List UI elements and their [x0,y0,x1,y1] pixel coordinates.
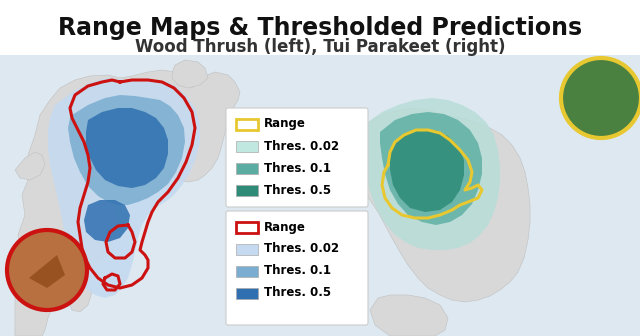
Text: Thres. 0.1: Thres. 0.1 [264,264,331,278]
Polygon shape [390,130,464,212]
Polygon shape [365,98,500,250]
Bar [236,140,258,152]
Text: Thres. 0.02: Thres. 0.02 [264,243,339,255]
Bar [236,184,258,196]
Polygon shape [48,78,200,298]
Bar [236,244,258,254]
Polygon shape [172,60,208,88]
Polygon shape [352,108,530,302]
Bar [236,265,258,277]
Polygon shape [370,295,448,336]
Circle shape [7,230,87,310]
FancyBboxPatch shape [226,211,368,325]
Polygon shape [380,112,482,225]
Text: Thres. 0.02: Thres. 0.02 [264,139,339,153]
Circle shape [561,58,640,138]
Text: Thres. 0.5: Thres. 0.5 [264,183,331,197]
Polygon shape [29,255,65,288]
Text: Range: Range [264,220,306,234]
Text: Range: Range [264,118,306,130]
Polygon shape [15,152,45,180]
Polygon shape [86,108,168,188]
Polygon shape [606,72,638,105]
Bar [236,221,258,233]
Text: Thres. 0.5: Thres. 0.5 [264,287,331,299]
Text: Thres. 0.1: Thres. 0.1 [264,162,331,174]
FancyBboxPatch shape [226,108,368,207]
Polygon shape [68,95,185,205]
Bar [236,119,258,129]
Bar [236,288,258,298]
Text: Range Maps & Thresholded Predictions: Range Maps & Thresholded Predictions [58,16,582,40]
Polygon shape [0,0,640,55]
Polygon shape [68,280,92,312]
Bar [236,163,258,173]
Text: Wood Thrush (left), Tui Parakeet (right): Wood Thrush (left), Tui Parakeet (right) [135,38,505,56]
Polygon shape [84,200,130,242]
Polygon shape [15,70,240,336]
